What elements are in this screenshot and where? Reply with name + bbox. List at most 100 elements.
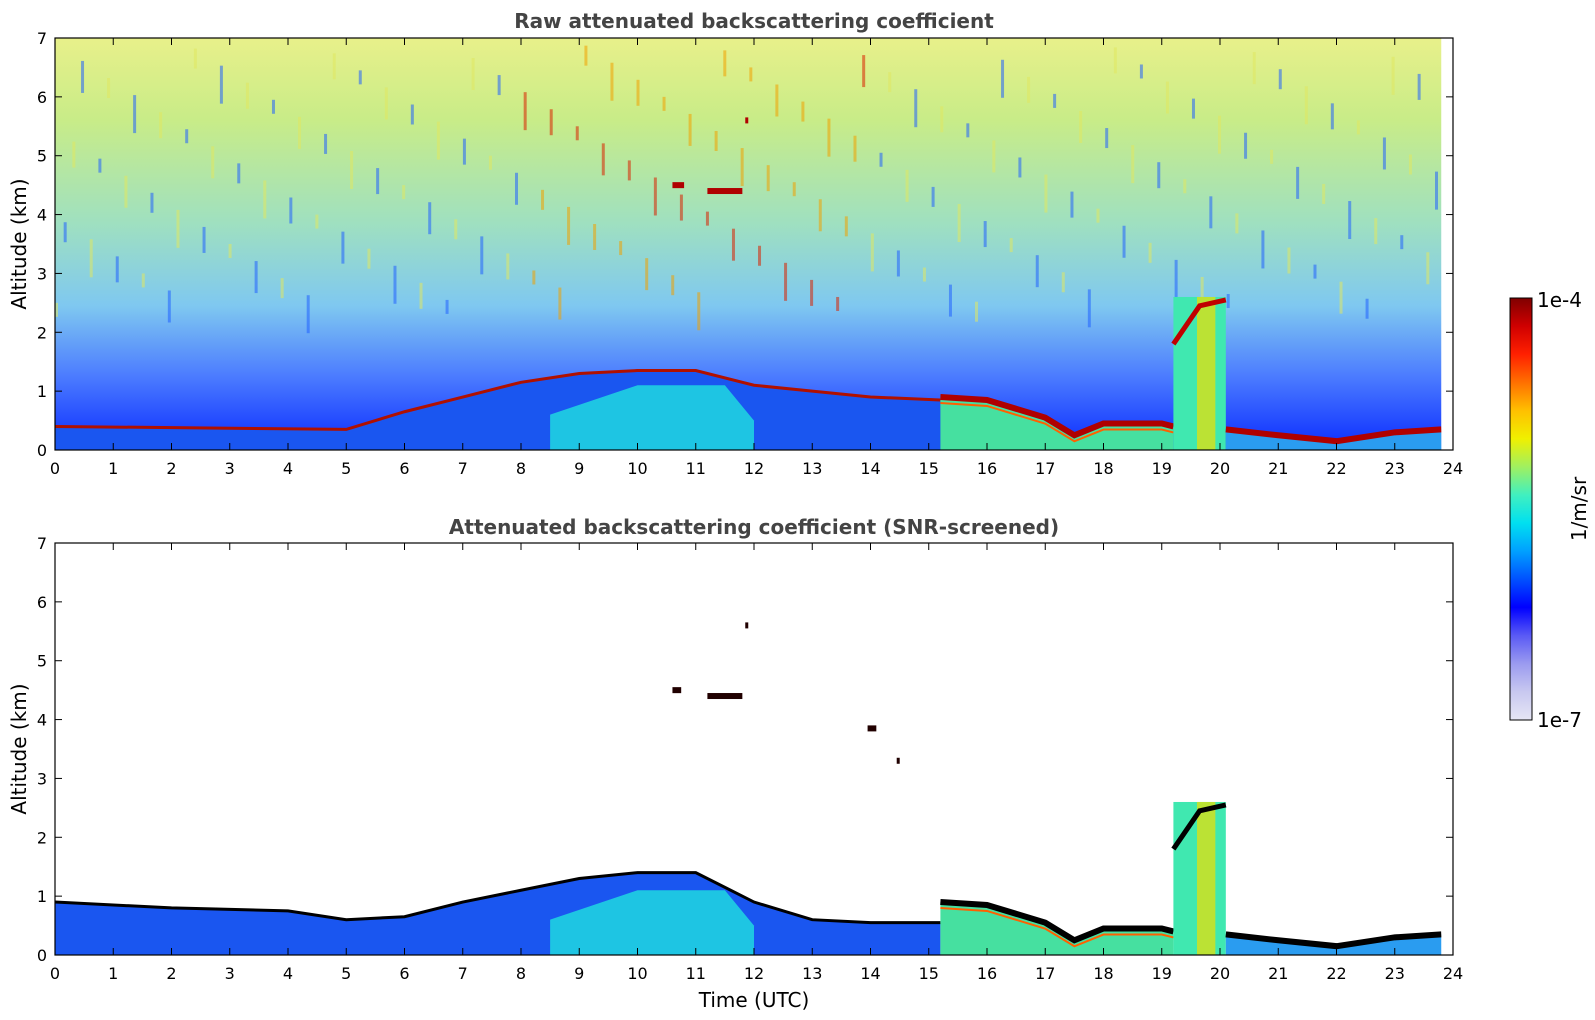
x-tick-label: 5 (341, 459, 351, 478)
panel-raw-title: Raw attenuated backscattering coefficien… (514, 9, 994, 33)
x-tick-label: 11 (686, 964, 706, 983)
noise-speckle (1374, 218, 1378, 245)
y-tick-label: 1 (37, 887, 47, 906)
layer-boundary-core (550, 385, 754, 450)
noise-speckle (1296, 166, 1300, 199)
noise-speckle (749, 67, 753, 82)
noise-speckle (879, 152, 883, 167)
y-tick-label: 2 (37, 323, 47, 342)
noise-speckle (72, 141, 76, 168)
noise-speckle (1183, 179, 1187, 194)
x-tick-label: 21 (1268, 459, 1288, 478)
x-tick-label: 19 (1152, 964, 1172, 983)
noise-speckle (766, 165, 770, 192)
noise-speckle (948, 284, 952, 317)
y-tick-label: 6 (37, 593, 47, 612)
noise-speckle (1270, 149, 1274, 164)
x-tick-label: 9 (574, 459, 584, 478)
x-tick-label: 5 (341, 964, 351, 983)
panel-screened-y-ticks: 0 1 2 3 4 5 6 7 (37, 534, 1453, 965)
y-tick-label: 3 (37, 769, 47, 788)
panel-raw: Raw attenuated backscattering coefficien… (7, 9, 1463, 478)
noise-speckle (1018, 157, 1022, 178)
noise-speckle (228, 244, 232, 258)
noise-speckle (1122, 225, 1126, 258)
noise-speckle (688, 113, 692, 146)
panel-screened-no-data (1441, 543, 1453, 955)
noise-speckle (133, 95, 137, 134)
noise-speckle (436, 121, 440, 160)
x-tick-label: 22 (1326, 459, 1346, 478)
x-tick-label: 16 (977, 964, 997, 983)
noise-speckle (723, 50, 727, 77)
x-tick-label: 13 (802, 964, 822, 983)
noise-speckle (1035, 255, 1039, 288)
noise-speckle (81, 60, 85, 93)
x-tick-label: 18 (1093, 459, 1113, 478)
x-tick-label: 13 (802, 459, 822, 478)
x-tick-label: 11 (686, 459, 706, 478)
noise-speckle (1009, 238, 1013, 253)
noise-speckle (1278, 69, 1282, 90)
noise-speckle (107, 78, 111, 99)
x-tick-label: 16 (977, 459, 997, 478)
x-tick-label: 1 (108, 459, 118, 478)
noise-speckle (619, 241, 623, 256)
noise-speckle (844, 216, 848, 237)
noise-speckle (89, 239, 93, 278)
noise-speckle (1200, 276, 1204, 303)
layer-aerosol_layer_top-top-edge (940, 394, 1175, 439)
noise-speckle (1053, 93, 1057, 108)
y-tick-label: 0 (37, 441, 47, 460)
layer-boundary_layer (55, 872, 941, 955)
noise-speckle (193, 48, 197, 69)
noise-speckle (1356, 120, 1360, 135)
noise-speckle (931, 186, 935, 207)
layer-elevated-top-edge (1171, 802, 1227, 851)
noise-speckle (254, 261, 258, 294)
noise-speckle (1435, 171, 1439, 210)
noise-speckle (983, 221, 987, 248)
noise-speckle (341, 231, 345, 264)
noise-speckle (506, 253, 510, 280)
noise-speckle (488, 155, 492, 170)
x-tick-label: 17 (1035, 964, 1055, 983)
panel-screened-y-axis-label: Altitude (km) (7, 683, 31, 814)
x-tick-label: 2 (166, 459, 176, 478)
y-tick-label: 0 (37, 946, 47, 965)
noise-speckle (679, 194, 683, 221)
noise-speckle (888, 72, 892, 93)
noise-speckle (454, 219, 458, 240)
y-tick-label: 5 (37, 652, 47, 671)
noise-speckle (419, 282, 423, 309)
x-tick-label: 0 (50, 964, 60, 983)
noise-speckle (462, 138, 466, 165)
noise-speckle (627, 160, 631, 181)
noise-speckle (280, 278, 284, 299)
noise-speckle (237, 163, 241, 184)
x-tick-label: 12 (744, 964, 764, 983)
noise-speckle (1426, 252, 1430, 285)
noise-speckle (870, 233, 874, 272)
noise-speckle (740, 148, 744, 187)
x-tick-label: 19 (1152, 459, 1172, 478)
noise-speckle (818, 199, 822, 232)
noise-speckle (914, 89, 918, 128)
colorbar: 1e-4 1e-7 1/m/sr (1509, 288, 1591, 732)
noise-speckle (480, 236, 484, 275)
noise-speckle (957, 203, 961, 242)
noise-speckle (1382, 137, 1386, 170)
colorbar-min-label: 1e-7 (1537, 708, 1582, 732)
noise-speckle (1287, 247, 1291, 274)
x-tick-label: 1 (108, 964, 118, 983)
cloud-fragment (745, 117, 749, 124)
y-tick-label: 7 (37, 29, 47, 48)
x-tick-label: 15 (919, 964, 939, 983)
noise-speckle (1218, 115, 1222, 154)
x-tick-label: 24 (1443, 459, 1463, 478)
panel-raw-plot-area (55, 38, 1453, 450)
noise-speckle (55, 302, 58, 317)
noise-speckle (775, 84, 779, 117)
noise-speckle (185, 129, 189, 144)
